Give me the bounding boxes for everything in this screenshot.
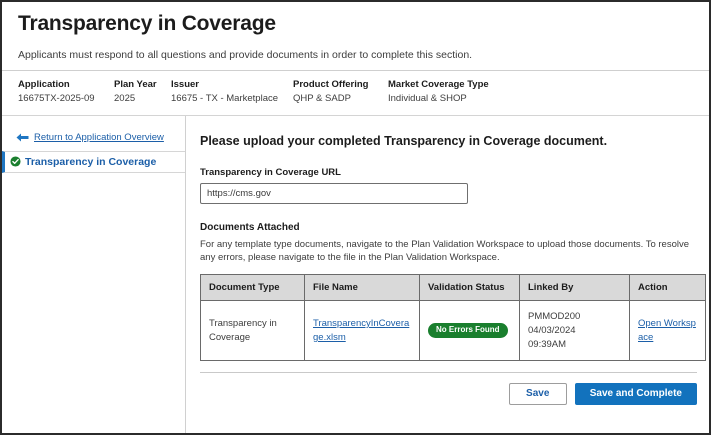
meta-item-application: Application 16675TX-2025-09 <box>18 78 114 106</box>
status-badge: No Errors Found <box>428 323 508 339</box>
left-arrow-icon <box>16 133 29 142</box>
save-and-complete-button[interactable]: Save and Complete <box>574 383 697 406</box>
meta-label: Market Coverage Type <box>388 79 489 91</box>
column-header-file-name: File Name <box>304 274 420 302</box>
green-check-circle-icon <box>10 156 21 167</box>
page-subtitle: Applicants must respond to all questions… <box>18 49 473 62</box>
sidebar-item-label: Transparency in Coverage <box>25 155 157 168</box>
meta-item-market-coverage-type: Market Coverage Type Individual & SHOP <box>388 78 528 106</box>
return-link-label: Return to Application Overview <box>34 131 164 143</box>
meta-value: Individual & SHOP <box>388 92 467 104</box>
cell-action: Open Workspace <box>629 300 706 362</box>
meta-value: QHP & SADP <box>293 92 351 104</box>
linked-by-date: 04/03/2024 <box>528 324 576 336</box>
documents-attached-description: For any template type documents, navigat… <box>200 238 690 264</box>
page-title: Transparency in Coverage <box>18 12 276 35</box>
column-header-action: Action <box>629 274 706 302</box>
cell-document-type: Transparency in Coverage <box>200 300 305 362</box>
meta-item-issuer: Issuer 16675 - TX - Marketplace <box>171 78 293 106</box>
meta-value: 16675TX-2025-09 <box>18 92 95 104</box>
sidebar: Return to Application Overview Transpare… <box>2 115 186 433</box>
column-header-document-type: Document Type <box>200 274 305 302</box>
footer-divider <box>200 372 697 374</box>
page-header: Transparency in Coverage Applicants must… <box>2 2 709 115</box>
main-content: Please upload your completed Transparenc… <box>186 116 709 433</box>
transparency-url-input[interactable] <box>200 182 468 204</box>
meta-divider <box>2 114 709 116</box>
main-heading: Please upload your completed Transparenc… <box>200 133 608 148</box>
save-button[interactable]: Save <box>508 383 567 406</box>
cell-file-name: TransparencyInCoverage.xlsm <box>304 300 420 362</box>
linked-by-user: PMMOD200 <box>528 311 581 323</box>
meta-label: Plan Year <box>114 79 157 91</box>
url-field-label: Transparency in Coverage URL <box>200 166 341 178</box>
return-to-application-overview[interactable]: Return to Application Overview <box>2 132 185 143</box>
table-row: Transparency in Coverage TransparencyInC… <box>200 300 706 362</box>
header-divider <box>2 70 709 72</box>
meta-label: Issuer <box>171 79 199 91</box>
cell-linked-by: PMMOD200 04/03/2024 09:39AM <box>519 300 630 362</box>
linked-by-time: 09:39AM <box>528 338 567 350</box>
meta-item-product-offering: Product Offering QHP & SADP <box>293 78 388 106</box>
meta-label: Product Offering <box>293 79 369 91</box>
sidebar-item-transparency-in-coverage[interactable]: Transparency in Coverage <box>2 150 185 173</box>
meta-value: 2025 <box>114 92 136 104</box>
table-header-row: Document Type File Name Validation Statu… <box>200 274 706 302</box>
documents-attached-title: Documents Attached <box>200 221 300 233</box>
open-workspace-link[interactable]: Open Workspace <box>638 318 696 343</box>
column-header-linked-by: Linked By <box>519 274 630 302</box>
meta-label: Application <box>18 79 70 91</box>
meta-value: 16675 - TX - Marketplace <box>171 92 279 104</box>
meta-item-plan-year: Plan Year 2025 <box>114 78 171 106</box>
file-name-link[interactable]: TransparencyInCoverage.xlsm <box>313 318 410 343</box>
page-body: Return to Application Overview Transpare… <box>2 115 709 433</box>
column-header-validation-status: Validation Status <box>419 274 520 302</box>
cell-validation-status: No Errors Found <box>419 300 520 362</box>
application-meta-strip: Application 16675TX-2025-09 Plan Year 20… <box>18 78 693 115</box>
form-footer: Save Save and Complete <box>200 372 703 406</box>
footer-actions: Save Save and Complete <box>200 383 697 406</box>
documents-table: Document Type File Name Validation Statu… <box>200 274 706 362</box>
